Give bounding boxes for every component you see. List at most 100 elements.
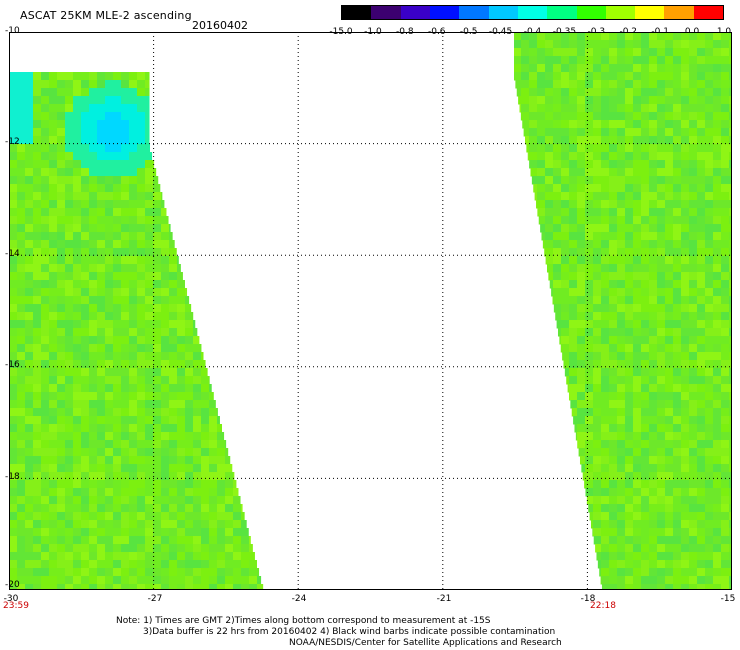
swath-cell [681,56,690,65]
swath-cell [521,32,530,41]
swath-cell [657,104,666,113]
swath-cell [577,216,586,225]
swath-cell [585,336,594,345]
swath-cell [33,88,42,97]
swath-cell [673,88,682,97]
swath-cell [641,304,650,313]
swath-cell [105,328,114,337]
swath-cell [585,128,594,137]
swath-cell [529,32,538,41]
swath-cell [545,184,554,193]
swath-cell [137,112,146,121]
swath-cell [73,432,82,441]
swath-cell [113,584,122,590]
swath-cell [633,104,642,113]
swath-cell [609,112,618,121]
swath-cell [41,552,50,561]
swath-cell [705,384,714,393]
lon-tick-label: -24 [291,594,307,604]
swath-cell [617,232,626,241]
swath-cell [625,328,634,337]
swath-cell [545,64,554,73]
swath-cell [657,528,666,537]
swath-cell [129,384,138,393]
swath-cell [17,128,26,137]
swath-cell [17,312,26,321]
swath-cell [145,392,154,401]
swath-cell [41,408,50,417]
swath-cell [97,168,106,177]
swath-cell [121,360,130,369]
swath-cell [49,104,58,113]
swath-cell [105,488,114,497]
swath-cell [665,448,674,457]
swath-cell [161,264,170,273]
swath-cell [121,544,130,553]
swath-cell [705,536,714,545]
swath-cell [705,200,714,209]
swath-cell [697,336,706,345]
swath-cell [665,416,674,425]
swath-cell [97,152,106,161]
swath-cell [145,448,154,457]
swath-cell [225,480,234,489]
swath-cell [41,176,50,185]
swath-cell [201,416,210,425]
swath-cell [25,448,34,457]
swath-cell [17,248,26,257]
swath-cell [721,440,730,449]
swath-cell [617,128,626,137]
swath-cell [585,416,594,425]
swath-cell [657,56,666,65]
swath-cell [577,344,586,353]
swath-cell [705,312,714,321]
swath-cell [729,392,732,401]
swath-cell [665,168,674,177]
swath-cell [729,168,732,177]
swath-cell [561,312,570,321]
swath-cell [697,200,706,209]
swath-cell [729,312,732,321]
swath-cell [153,232,162,241]
swath-cell [113,128,122,137]
swath-cell [697,168,706,177]
swath-cell [689,384,698,393]
swath-cell [681,136,690,145]
swath-cell [657,296,666,305]
swath-cell [41,208,50,217]
swath-cell [649,456,658,465]
swath-cell [25,552,34,561]
swath-cell [113,104,122,113]
swath-cell [561,344,570,353]
swath-cell [641,288,650,297]
swath-cell [17,536,26,545]
swath-cell [633,40,642,49]
swath-cell [17,408,26,417]
swath-cell [705,104,714,113]
swath-cell [641,424,650,433]
swath-cell [57,288,66,297]
swath-cell [233,552,242,561]
swath-cell [633,448,642,457]
swath-cell [25,216,34,225]
swath-cell [585,280,594,289]
swath-cell [705,552,714,561]
swath-cell [609,584,618,590]
swath-cell [201,528,210,537]
swath-cell [17,360,26,369]
swath-cell [729,336,732,345]
swath-cell [713,360,722,369]
swath-cell [65,280,74,289]
swath-cell [617,144,626,153]
swath-cell [73,272,82,281]
swath-cell [665,504,674,513]
swath-cell [185,536,194,545]
swath-cell [721,256,730,265]
swath-cell [57,304,66,313]
swath-cell [193,352,202,361]
swath-cell [609,280,618,289]
swath-cell [65,136,74,145]
swath-cell [217,568,226,577]
swath-cell [145,352,154,361]
swath-cell [729,304,732,313]
